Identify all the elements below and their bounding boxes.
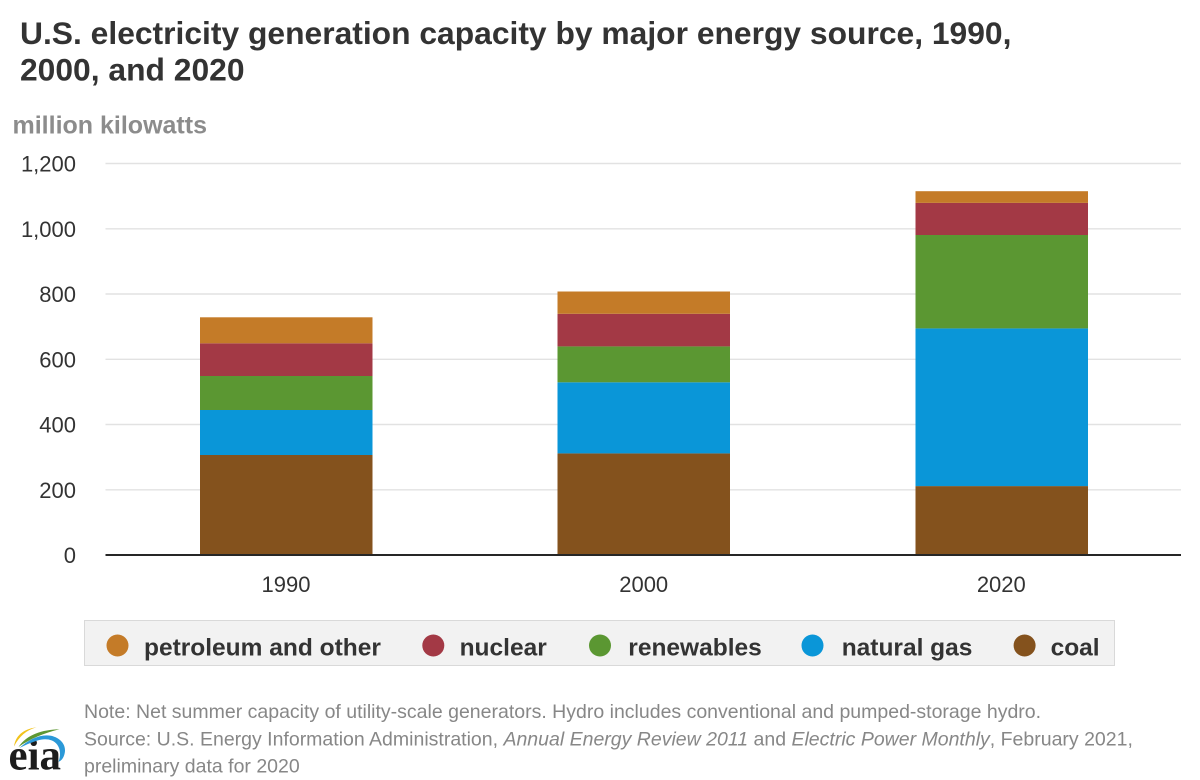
svg-text:2000: 2000 xyxy=(619,572,668,597)
svg-text:1,000: 1,000 xyxy=(21,217,76,242)
svg-text:600: 600 xyxy=(39,347,76,372)
svg-text:400: 400 xyxy=(39,413,76,438)
svg-text:800: 800 xyxy=(39,282,76,307)
svg-text:petroleum and other: petroleum and other xyxy=(144,635,381,662)
svg-text:preliminary data for 2020: preliminary data for 2020 xyxy=(84,755,300,777)
svg-text:coal: coal xyxy=(1051,635,1100,662)
svg-text:200: 200 xyxy=(39,478,76,503)
svg-text:0: 0 xyxy=(64,543,76,568)
svg-text:U.S. electricity generation ca: U.S. electricity generation capacity by … xyxy=(20,15,1011,51)
svg-text:nuclear: nuclear xyxy=(460,635,548,662)
svg-text:2000, and 2020: 2000, and 2020 xyxy=(20,52,245,88)
svg-text:renewables: renewables xyxy=(628,635,761,662)
svg-text:natural gas: natural gas xyxy=(842,635,973,662)
svg-text:Source: U.S. Energy Informatio: Source: U.S. Energy Information Administ… xyxy=(84,729,1133,751)
svg-text:million kilowatts: million kilowatts xyxy=(13,112,207,140)
svg-text:1990: 1990 xyxy=(262,572,311,597)
svg-text:1,200: 1,200 xyxy=(21,152,76,177)
svg-text:2020: 2020 xyxy=(977,572,1026,597)
svg-text:Note: Net summer capacity of u: Note: Net summer capacity of utility-sca… xyxy=(84,701,1041,723)
